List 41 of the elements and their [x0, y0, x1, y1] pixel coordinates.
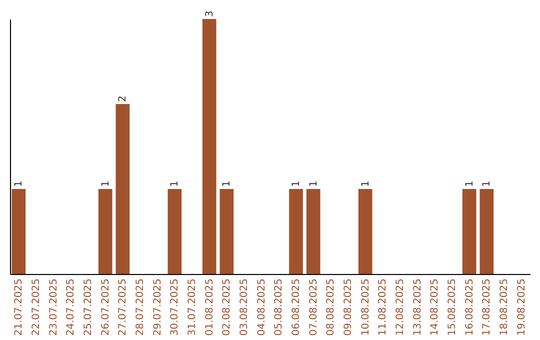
x-tick-label: 17.08.2025	[482, 278, 493, 336]
x-tick-label: 10.08.2025	[360, 278, 372, 336]
x-tick-label: 06.08.2025	[291, 278, 302, 336]
data-label: 1	[100, 180, 112, 187]
data-label: 1	[291, 180, 302, 187]
x-tick-label: 11.08.2025	[378, 278, 389, 336]
x-tick-label: 29.07.2025	[152, 278, 164, 336]
data-label: 1	[360, 180, 372, 187]
x-tick-label: 04.08.2025	[256, 278, 268, 336]
x-tick-label: 08.08.2025	[326, 278, 337, 336]
x-tick-label: 13.08.2025	[412, 278, 424, 336]
data-label: 1	[482, 180, 493, 187]
x-tick-label: 14.08.2025	[430, 278, 441, 336]
x-tick-label: 22.07.2025	[31, 278, 42, 336]
x-tick-label: 26.07.2025	[100, 278, 112, 336]
x-tick-label: 31.07.2025	[187, 278, 198, 336]
x-tick-label: 23.07.2025	[48, 278, 60, 336]
x-tick-label: 09.08.2025	[343, 278, 354, 336]
x-tick-label: 21.07.2025	[14, 278, 25, 336]
x-tick-label: 28.07.2025	[135, 278, 146, 336]
data-label: 1	[464, 180, 476, 187]
data-label: 1	[308, 180, 320, 187]
x-tick-label: 02.08.2025	[222, 278, 233, 336]
x-tick-label: 16.08.2025	[464, 278, 476, 336]
x-tick-label: 30.07.2025	[170, 278, 181, 336]
x-tick-label: 27.07.2025	[118, 278, 129, 336]
x-tick-label: 24.07.2025	[66, 278, 77, 336]
data-label: 2	[118, 96, 129, 102]
x-tick-label: 25.07.2025	[83, 278, 94, 336]
data-label: 1	[222, 180, 233, 187]
x-tick-label: 03.08.2025	[239, 278, 250, 336]
x-tick-label: 12.08.2025	[395, 278, 406, 336]
data-label: 1	[14, 180, 25, 187]
x-tick-label: 01.08.2025	[204, 278, 216, 336]
x-tick-label: 15.08.2025	[447, 278, 458, 336]
data-label: 1	[170, 180, 181, 187]
x-tick-label: 05.08.2025	[274, 278, 285, 336]
x-tick-label: 07.08.2025	[308, 278, 320, 336]
data-label: 3	[204, 10, 216, 17]
x-tick-label: 19.08.2025	[516, 278, 528, 336]
x-tick-label: 18.08.2025	[499, 278, 510, 336]
